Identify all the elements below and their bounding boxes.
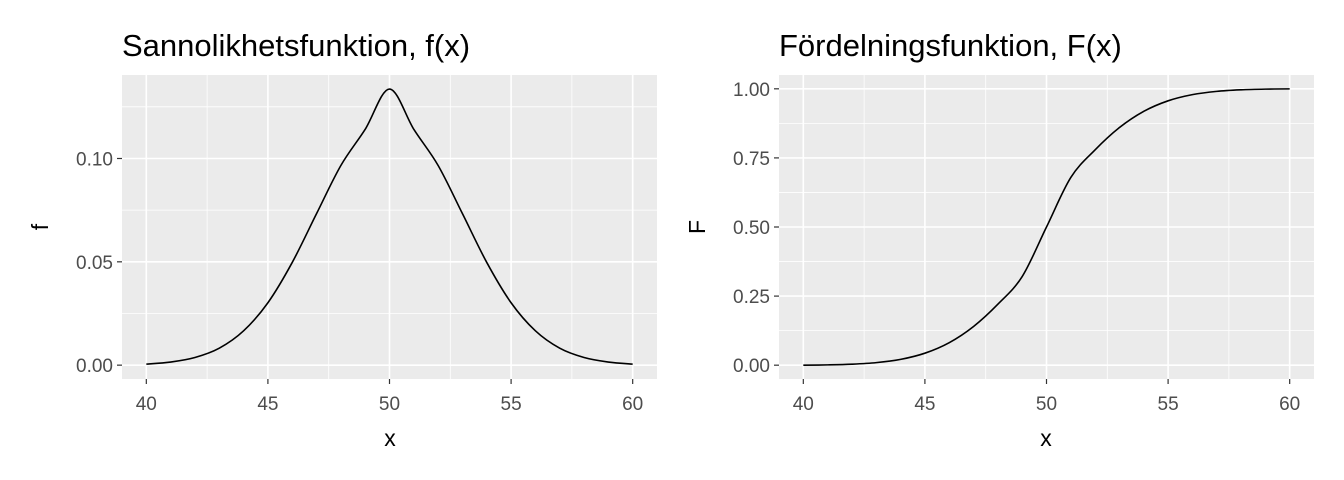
cdf-x-tick-labels: 40 45 50 55 60 xyxy=(793,394,1301,415)
density-x-axis-title: x xyxy=(384,425,396,451)
cdf-x-tick-label: 45 xyxy=(914,394,935,415)
cdf-y-tick-label: 1.00 xyxy=(733,80,770,101)
density-y-tick-label: 0.00 xyxy=(76,356,113,377)
cdf-axis-ticks xyxy=(774,88,1291,384)
cdf-y-tick-label: 0.75 xyxy=(733,149,770,170)
density-y-tick-label: 0.05 xyxy=(76,253,113,274)
cdf-x-tick-label: 55 xyxy=(1158,394,1179,415)
density-x-tick-labels: 40 45 50 55 60 xyxy=(136,394,644,415)
density-x-tick-label: 60 xyxy=(622,394,643,415)
cdf-y-tick-label: 0.25 xyxy=(733,287,770,308)
cdf-panel: Fördelningsfunktion, F(x) 40 45 50 55 60 0.0… xyxy=(684,28,1314,451)
density-x-tick-label: 45 xyxy=(257,394,278,415)
cdf-y-tick-label: 0.50 xyxy=(733,218,770,239)
density-y-axis-title: f xyxy=(27,223,53,230)
cdf-x-tick-label: 60 xyxy=(1279,394,1300,415)
density-curve xyxy=(146,88,633,365)
cdf-title: Fördelningsfunktion, F(x) xyxy=(779,28,1122,63)
density-title: Sannolikhetsfunktion, f(x) xyxy=(122,28,470,63)
cdf-y-tick-label: 0.00 xyxy=(733,356,770,377)
cdf-y-axis-title: F xyxy=(684,220,710,234)
density-y-tick-label: 0.10 xyxy=(76,149,113,170)
cdf-curve xyxy=(803,88,1290,366)
density-axis-ticks xyxy=(117,157,634,384)
cdf-x-tick-label: 40 xyxy=(793,394,814,415)
density-major-grid xyxy=(122,75,657,379)
density-x-tick-label: 55 xyxy=(501,394,522,415)
density-x-tick-label: 40 xyxy=(136,394,157,415)
cdf-y-tick-labels: 0.00 0.25 0.50 0.75 1.00 xyxy=(733,80,770,377)
density-x-tick-label: 50 xyxy=(379,394,400,415)
cdf-x-tick-label: 50 xyxy=(1036,394,1057,415)
density-y-tick-labels: 0.00 0.05 0.10 xyxy=(76,149,113,377)
density-panel: Sannolikhetsfunktion, f(x) 40 45 50 55 60 0.… xyxy=(27,28,657,451)
cdf-x-axis-title: x xyxy=(1040,425,1052,451)
